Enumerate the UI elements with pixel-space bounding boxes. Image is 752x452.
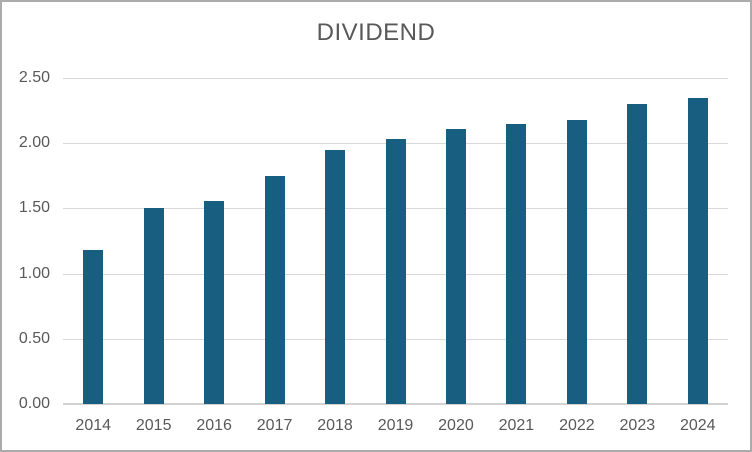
x-tick-label: 2023 [619, 417, 656, 434]
x-tick-label: 2018 [317, 417, 353, 434]
x-tick-label: 2020 [438, 417, 474, 434]
chart-title: DIVIDEND [316, 19, 436, 46]
x-tick-label: 2019 [377, 417, 414, 434]
x-tick-label: 2016 [196, 417, 232, 434]
bar-2017[interactable] [264, 175, 285, 404]
bar-2021[interactable] [506, 123, 527, 404]
y-tick-label: 2.00 [18, 134, 50, 152]
y-tick-label: 0.50 [18, 329, 50, 347]
y-tick-label: 2.50 [18, 69, 50, 86]
bar-2023[interactable] [627, 104, 648, 404]
bar-2019[interactable] [385, 139, 406, 404]
bar-2016[interactable] [204, 200, 225, 404]
x-tick-label: 2022 [559, 417, 595, 434]
y-tick-label: 0.00 [18, 395, 50, 412]
bar-2015[interactable] [143, 208, 164, 404]
bar-2018[interactable] [325, 149, 346, 404]
x-tick-label: 2024 [679, 417, 716, 434]
bar-2014[interactable] [83, 250, 104, 404]
bar-2022[interactable] [566, 119, 587, 404]
x-axis-line [63, 403, 728, 405]
x-tick-label: 2015 [135, 417, 172, 434]
x-tick-label: 2014 [75, 417, 112, 434]
gridline [63, 78, 728, 79]
bar-2024[interactable] [687, 97, 708, 404]
plot-area [63, 78, 728, 405]
bar-2020[interactable] [445, 128, 466, 404]
y-tick-label: 1.50 [18, 199, 50, 217]
y-tick-label: 1.00 [18, 264, 50, 282]
x-tick-label: 2017 [256, 417, 293, 434]
x-tick-label: 2021 [498, 417, 535, 434]
